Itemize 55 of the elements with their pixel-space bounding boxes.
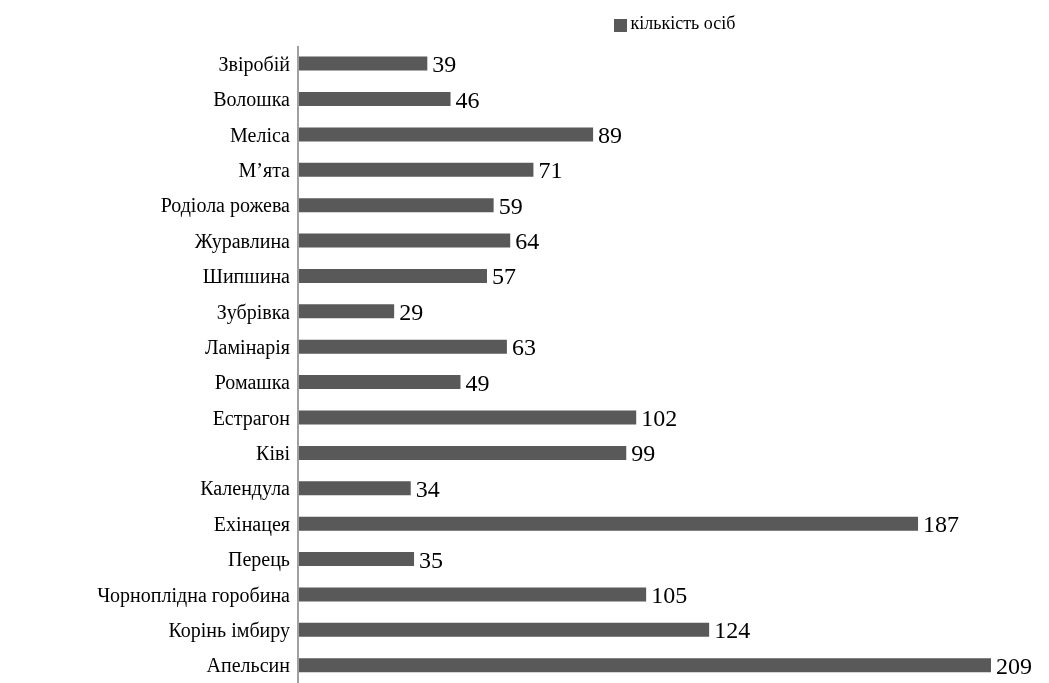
bar [298, 410, 637, 425]
bar [298, 587, 647, 602]
y-tick-label: Ламінарія [205, 335, 290, 359]
y-tick-label: Ехінацея [213, 512, 290, 536]
y-tick-label: Календула [200, 477, 291, 501]
y-tick-label: Ківі [256, 442, 291, 465]
data-label: 209 [996, 652, 1032, 679]
bar [298, 268, 487, 283]
bar [298, 304, 395, 319]
bar [298, 198, 494, 213]
y-tick-label: Апельсин [206, 654, 291, 677]
bar [298, 92, 451, 107]
data-label: 34 [415, 475, 440, 502]
data-label: 59 [498, 192, 523, 219]
y-tick-label: Звіробій [218, 52, 291, 76]
data-label: 64 [515, 228, 540, 255]
y-tick-label: Перець [227, 548, 290, 572]
data-label: 49 [465, 369, 490, 396]
bar [298, 481, 411, 496]
y-tick-label: Ромашка [214, 371, 291, 394]
y-tick-label: Родіола рожева [160, 194, 291, 218]
data-label: 99 [631, 440, 656, 467]
bar [298, 445, 627, 460]
bar [298, 516, 919, 531]
data-label: 124 [714, 617, 751, 644]
bar [298, 162, 534, 177]
legend-label: кількість осіб [630, 13, 736, 33]
bar [298, 339, 507, 354]
bar [298, 127, 594, 142]
data-label: 102 [641, 405, 678, 432]
data-label: 35 [419, 546, 444, 573]
data-label: 39 [432, 51, 457, 78]
bar [298, 622, 710, 637]
data-label: 46 [455, 86, 480, 113]
y-tick-label: М’ята [238, 158, 291, 181]
y-tick-label: Чорноплідна горобина [97, 583, 291, 607]
y-tick-label: Естрагон [212, 406, 291, 430]
y-tick-label: Корінь імбиру [168, 619, 290, 643]
bar [298, 658, 991, 673]
data-label: 71 [538, 157, 563, 184]
data-label: 57 [492, 263, 516, 290]
data-label: 89 [598, 121, 623, 148]
y-tick-label: Зубрівка [216, 300, 291, 324]
y-tick-label: Волошка [213, 88, 291, 111]
bar [298, 233, 511, 248]
bar [298, 56, 428, 71]
bar [298, 375, 461, 390]
y-tick-label: Шипшина [202, 265, 291, 288]
y-tick-label: Журавлина [194, 229, 291, 253]
data-label: 105 [651, 581, 688, 608]
data-label: 63 [511, 334, 536, 361]
data-label: 29 [399, 298, 424, 325]
y-tick-label: Меліса [230, 123, 291, 146]
bar [298, 552, 415, 567]
data-label: 187 [923, 511, 960, 538]
